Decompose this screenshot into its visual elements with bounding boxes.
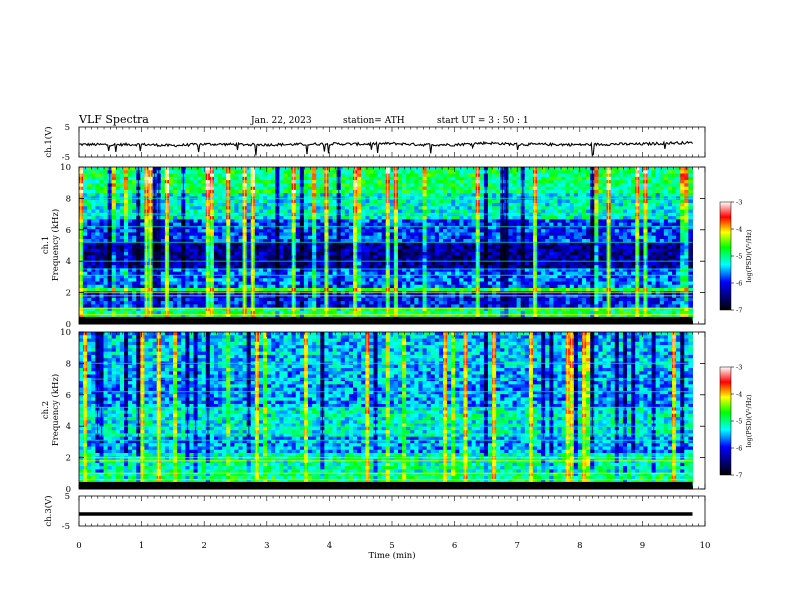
- ch1-colorbar-tick: -5: [736, 253, 742, 261]
- ch1-ylabel: ch.1(V): [43, 126, 54, 157]
- ch1-waveform-panel: 5 -5 ch.1(V): [43, 123, 706, 163]
- ch2-spectrogram-ylabel-top: ch.2: [41, 401, 51, 419]
- start-ut-label: start UT = 3 : 50 : 1: [437, 116, 529, 126]
- ch1-spectrogram-ytick-label: 10: [60, 163, 71, 173]
- ch1-colorbar-label: log(PSD)(V²/Hz): [745, 229, 753, 282]
- ch2-spectrogram-image: [79, 332, 705, 490]
- ch2-colorbar-tick: -7: [736, 472, 742, 480]
- ch2-colorbar-tick: -5: [736, 418, 742, 426]
- ch1-spectrogram-image: [79, 167, 705, 325]
- ch3-ylabel: ch.3(V): [43, 495, 54, 526]
- ch1-trace: [78, 140, 693, 157]
- ch1-spectrogram-ylabel-top: ch.1: [41, 236, 51, 254]
- time-tick-label: 1: [139, 541, 144, 551]
- ch1-spectrogram-ytick-label: 6: [66, 226, 71, 236]
- ch1-spectrogram-ylabel: Frequency (kHz): [50, 209, 61, 281]
- figure-title: VLF Spectra: [78, 113, 149, 126]
- ch3-waveform-panel: 5 -5 ch.3(V): [43, 492, 706, 532]
- ch3-ytick-top: 5: [65, 492, 70, 502]
- ch2-spectrogram-ytick-label: 6: [66, 391, 71, 401]
- ch2-spectrogram-panel: 0 2 4 6 8 10 ch.2 Frequency (kHz) -3 -4 -5 -6 -7 …: [41, 328, 753, 495]
- time-axis-label: Time (min): [368, 550, 415, 561]
- time-tick-label: 3: [264, 541, 269, 551]
- time-tick-label: 0: [76, 541, 81, 551]
- ch1-ytick-bottom: -5: [62, 153, 70, 163]
- time-axis: 0 1 2 3 4 5 6 7 8 9 10: [76, 127, 710, 551]
- time-tick-label: 2: [201, 541, 206, 551]
- ch1-spectrogram-panel: 0 2 4 6 8 10 ch.1 Frequency (kHz) -3 -4 -5 -6 -7 …: [41, 163, 753, 330]
- ch2-spectrogram-ytick-label: 10: [60, 328, 71, 338]
- date-label: Jan. 22, 2023: [250, 116, 312, 126]
- ch2-spectrogram-ytick-label: 4: [66, 422, 71, 432]
- ch2-spectrogram-ylabel: Frequency (kHz): [50, 374, 61, 446]
- time-tick-label: 9: [640, 541, 645, 551]
- ch1-spectrogram-ytick-label: 2: [66, 289, 71, 299]
- time-tick-label: 8: [577, 541, 582, 551]
- ch3-ytick-bottom: -5: [62, 522, 70, 532]
- time-tick-label: 10: [700, 541, 711, 551]
- ch2-colorbar: -3 -4 -5 -6 -7 log(PSD)(V²/Hz): [719, 364, 753, 480]
- ch1-colorbar-tick: -4: [736, 226, 742, 234]
- ch2-spectrogram-ytick-label: 8: [66, 359, 71, 369]
- station-label: station= ATH: [343, 116, 405, 126]
- ch1-spectrogram-ytick-label: 4: [66, 257, 71, 267]
- ch1-colorbar-tick: -7: [736, 307, 742, 315]
- ch1-spectrogram-ytick-label: 8: [66, 194, 71, 204]
- ch1-ytick-top: 5: [65, 123, 70, 133]
- time-tick-label: 7: [514, 541, 519, 551]
- ch1-colorbar-tick: -6: [736, 280, 742, 288]
- ch1-colorbar-tick: -3: [736, 199, 742, 207]
- ch1-colorbar: -3 -4 -5 -6 -7 log(PSD)(V²/Hz): [719, 199, 753, 315]
- time-tick-label: 5: [389, 541, 394, 551]
- ch2-colorbar-label: log(PSD)(V²/Hz): [745, 394, 753, 447]
- ch2-colorbar-tick: -6: [736, 445, 742, 453]
- time-tick-label: 4: [327, 541, 332, 551]
- ch2-colorbar-tick: -4: [736, 391, 742, 399]
- ch1-line: [78, 140, 693, 157]
- ch2-spectrogram-ytick-label: 0: [66, 485, 71, 495]
- ch2-spectrogram-ytick-label: 2: [66, 454, 71, 464]
- ch2-colorbar-tick: -3: [736, 364, 742, 372]
- time-tick-label: 6: [452, 541, 457, 551]
- ch1-spectrogram-ytick-label: 0: [66, 320, 71, 330]
